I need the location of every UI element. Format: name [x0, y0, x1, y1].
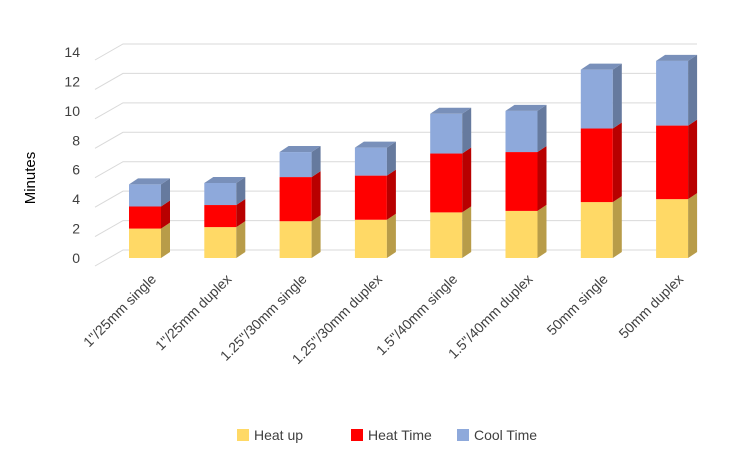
bar-segment-heat-up — [279, 215, 321, 258]
y-tick-label: 2 — [72, 221, 80, 237]
legend-item: Heat up — [237, 427, 303, 443]
legend-swatch — [351, 429, 363, 441]
bars — [129, 54, 698, 258]
y-tick-label: 14 — [64, 44, 80, 60]
bar-segment-cool-time — [656, 54, 698, 126]
bar-segment-cool-time — [279, 146, 321, 178]
bar-segment-cool-time — [580, 63, 622, 129]
bar-segment-heat-time — [354, 169, 396, 220]
bar-segment-heat-up — [129, 222, 170, 258]
legend-item: Heat Time — [351, 427, 432, 443]
bar-segment-heat-up — [505, 204, 547, 258]
legend-label: Cool Time — [474, 427, 537, 443]
gridlines — [94, 43, 697, 267]
bar-segment-cool-time — [129, 178, 170, 207]
gridline — [94, 72, 697, 90]
y-tick-label: 10 — [64, 103, 80, 119]
y-tick-label: 8 — [72, 132, 80, 148]
bar-segment-heat-time — [430, 147, 472, 213]
legend-swatch — [457, 429, 469, 441]
y-tick-label: 4 — [72, 191, 80, 207]
bar-segment-cool-time — [430, 107, 472, 154]
bar-segment-heat-up — [354, 213, 396, 258]
bar-segment-heat-up — [580, 196, 622, 258]
legend: Heat up Heat Time Cool Time — [237, 427, 537, 443]
bar-segment-heat-up — [656, 193, 698, 258]
bar-segment-heat-time — [505, 146, 547, 211]
y-tick-label: 12 — [64, 73, 80, 89]
legend-swatch — [237, 429, 249, 441]
bar-segment-heat-up — [204, 221, 246, 258]
bar-segment-heat-time — [204, 199, 246, 228]
legend-label: Heat up — [254, 427, 303, 443]
legend-item: Cool Time — [457, 427, 537, 443]
y-axis-ticks: 0 2 4 6 8 10 12 14 — [64, 44, 80, 266]
bar-segment-heat-time — [656, 119, 698, 200]
y-tick-label: 6 — [72, 162, 80, 178]
bar-segment-cool-time — [354, 141, 396, 176]
bar-segment-cool-time — [505, 104, 547, 153]
gridline — [94, 43, 697, 61]
bar-segment-heat-time — [580, 122, 622, 203]
legend-label: Heat Time — [368, 427, 432, 443]
bar-segment-heat-up — [430, 206, 472, 258]
bar-segment-cool-time — [204, 176, 246, 206]
y-axis-title: Minutes — [22, 152, 39, 205]
bar-segment-heat-time — [279, 171, 321, 222]
y-tick-label: 0 — [72, 250, 80, 266]
bar-segment-heat-time — [129, 200, 170, 229]
gridline — [94, 102, 697, 120]
